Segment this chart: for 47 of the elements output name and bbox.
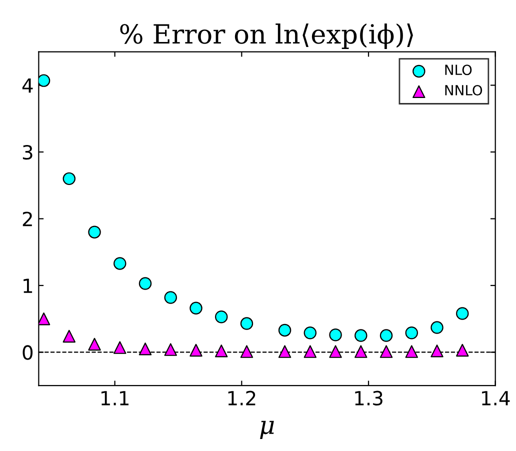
point [138,342,152,356]
y-tick-label: 3 [22,144,32,160]
point [215,344,228,358]
point [164,343,177,356]
point [329,328,342,342]
point [304,326,317,340]
x-axis-title: μ [260,420,274,440]
point [138,277,152,290]
point [405,326,418,340]
point [114,341,126,354]
point [88,338,101,351]
point [38,74,50,87]
point [456,307,469,320]
point [380,329,393,342]
y-tick-label: 1 [24,278,32,293]
point [456,344,469,357]
point [405,345,418,358]
point [114,257,126,270]
point [190,344,202,357]
y-tick-label: 4 [22,78,33,93]
point [430,344,444,358]
point [304,345,317,358]
point [240,317,254,330]
x-tick-label: 1.1 [101,391,128,406]
y-tick-label: 2 [22,212,32,226]
x-tick-label: 1.2 [228,390,256,406]
point [380,345,393,358]
point [354,329,368,342]
point [62,172,76,186]
point [38,312,50,326]
point [88,226,101,238]
legend-label: NLO [445,64,472,76]
point [190,302,202,315]
y-tick-label: 0 [22,345,33,360]
point [240,345,254,358]
point [278,324,292,337]
point [278,345,292,358]
point [329,345,342,358]
point [62,330,76,343]
x-tick-label: 1.4 [482,391,510,406]
point [164,291,177,304]
point [215,310,228,324]
legend-label: NNLO [445,84,482,96]
x-tick-label: 1.3 [355,390,382,406]
point [430,321,444,334]
point [354,345,368,358]
chart-title: % Error on ln⟨exp(iϕ)⟩ [120,23,413,50]
